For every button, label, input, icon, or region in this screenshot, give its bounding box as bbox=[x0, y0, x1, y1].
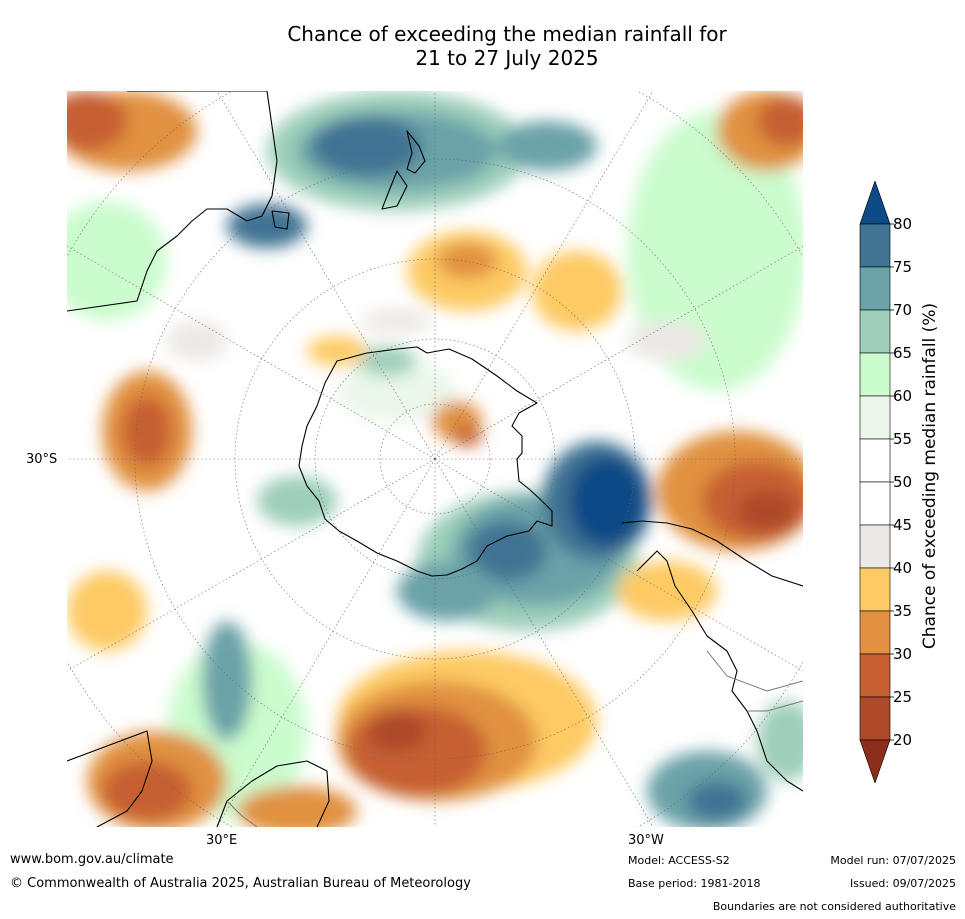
map-canvas bbox=[67, 91, 803, 827]
colorbar-tick-label: 35 bbox=[893, 602, 912, 620]
rainfall-map bbox=[67, 91, 803, 827]
anomaly-shading bbox=[67, 91, 803, 827]
colorbar-tick-label: 40 bbox=[893, 559, 912, 577]
model-text: Model: ACCESS-S2 bbox=[628, 854, 730, 867]
antarctica-coast bbox=[298, 346, 553, 577]
copyright-text: © Commonwealth of Australia 2025, Austra… bbox=[10, 876, 471, 891]
colorbar-tick-label: 30 bbox=[893, 645, 912, 663]
colorbar-bin bbox=[859, 739, 891, 784]
model-run-text: Model run: 07/07/2025 bbox=[830, 854, 956, 867]
colorbar-bin bbox=[859, 524, 891, 569]
longitude-label-30e: 30°E bbox=[206, 833, 238, 848]
colorbar-tick-label: 65 bbox=[893, 344, 912, 362]
colorbar-tick-label: 45 bbox=[893, 516, 912, 534]
south-america-coast bbox=[621, 520, 803, 792]
colorbar-bin bbox=[859, 395, 891, 440]
australia-coast bbox=[67, 91, 278, 312]
colorbar-bin bbox=[859, 266, 891, 311]
coastlines bbox=[67, 91, 803, 827]
chart-title: Chance of exceeding the median rainfall … bbox=[0, 22, 965, 70]
colorbar-bin bbox=[859, 481, 891, 526]
colorbar-bin bbox=[859, 696, 891, 741]
borders bbox=[226, 650, 803, 827]
tasmania-coast bbox=[271, 210, 290, 230]
colorbar-tick-label: 70 bbox=[893, 301, 912, 319]
colorbar-bin bbox=[859, 352, 891, 397]
latitude-label-30s: 30°S bbox=[26, 452, 58, 467]
base-period-text: Base period: 1981-2018 bbox=[628, 877, 761, 890]
colorbar-bin bbox=[859, 180, 891, 225]
colorbar-bin bbox=[859, 223, 891, 268]
graticule bbox=[67, 91, 803, 827]
title-line-1: Chance of exceeding the median rainfall … bbox=[287, 22, 727, 46]
colorbar-tick-label: 50 bbox=[893, 473, 912, 491]
africa-coast bbox=[67, 730, 153, 827]
colorbar: 80 75 70 65 60 55 50 45 40 35 30 25 20 bbox=[856, 180, 965, 784]
website-text: www.bom.gov.au/climate bbox=[10, 852, 174, 867]
colorbar-graphic: 80 75 70 65 60 55 50 45 40 35 30 25 20 bbox=[859, 180, 912, 784]
colorbar-bin bbox=[859, 309, 891, 354]
colorbar-tick-label: 75 bbox=[893, 258, 912, 276]
colorbar-bin bbox=[859, 567, 891, 612]
colorbar-title: Chance of exceeding median rainfall (%) bbox=[920, 302, 940, 650]
longitude-label-30w: 30°W bbox=[628, 833, 664, 848]
colorbar-tick-label: 60 bbox=[893, 387, 912, 405]
title-line-2: 21 to 27 July 2025 bbox=[415, 46, 599, 70]
colorbar-tick-label: 20 bbox=[893, 731, 912, 749]
colorbar-bin bbox=[859, 610, 891, 655]
colorbar-tick-label: 25 bbox=[893, 688, 912, 706]
colorbar-tick-label: 55 bbox=[893, 430, 912, 448]
disclaimer-text: Boundaries are not considered authoritat… bbox=[712, 900, 956, 913]
new-zealand-coast bbox=[381, 130, 426, 210]
colorbar-bin bbox=[859, 438, 891, 483]
issued-text: Issued: 09/07/2025 bbox=[849, 877, 956, 890]
colorbar-tick-label: 80 bbox=[893, 215, 912, 233]
colorbar-bin bbox=[859, 653, 891, 698]
